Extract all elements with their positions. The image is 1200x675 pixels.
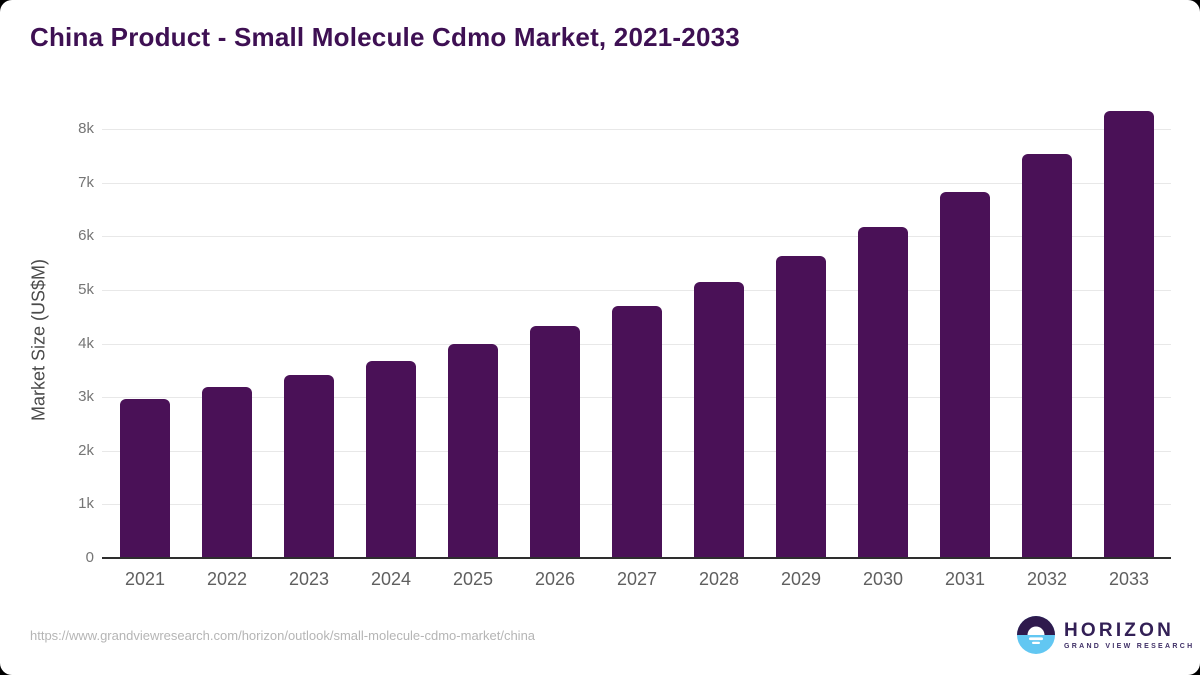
bar xyxy=(530,325,580,558)
x-tick-label: 2025 xyxy=(452,569,494,589)
x-tick-label: 2032 xyxy=(1026,569,1068,589)
y-tick-label: 1k xyxy=(78,495,94,513)
bar xyxy=(448,343,498,558)
bar xyxy=(366,360,416,558)
bar xyxy=(1104,110,1154,558)
x-tick-label: 2021 xyxy=(124,569,166,589)
y-tick-label: 7k xyxy=(78,173,94,191)
x-tick-label: 2023 xyxy=(288,569,330,589)
logo-text: HORIZON GRAND VIEW RESEARCH xyxy=(1064,619,1195,650)
bar xyxy=(694,281,744,558)
y-tick-label: 2k xyxy=(78,441,94,459)
bar xyxy=(120,399,170,558)
gridline xyxy=(102,236,1171,238)
x-tick-label: 2029 xyxy=(780,569,822,589)
x-tick-label: 2024 xyxy=(370,569,412,589)
horizon-logo: HORIZON GRAND VIEW RESEARCH xyxy=(1016,615,1194,655)
x-tick-label: 2031 xyxy=(944,569,986,589)
horizon-sun-icon xyxy=(1017,616,1055,654)
x-axis-line xyxy=(102,557,1171,559)
gridline xyxy=(102,129,1171,131)
y-tick-label: 5k xyxy=(78,281,94,298)
y-tick-label: 6k xyxy=(78,227,94,245)
bar xyxy=(858,227,908,558)
gridline xyxy=(102,290,1171,291)
x-tick-label: 2028 xyxy=(698,569,740,589)
x-tick-label: 2026 xyxy=(534,569,576,589)
y-tick-label: 0 xyxy=(85,549,94,566)
logo-wordmark: HORIZON xyxy=(1064,619,1175,641)
gridline xyxy=(102,182,1171,184)
bar xyxy=(940,192,990,558)
x-tick-label: 2033 xyxy=(1108,569,1150,589)
bar xyxy=(202,387,252,558)
y-tick-label: 3k xyxy=(78,388,94,406)
y-tick-label: 8k xyxy=(78,120,94,138)
bar xyxy=(776,256,826,558)
x-tick-label: 2030 xyxy=(862,569,904,589)
source-url: https://www.grandviewresearch.com/horizo… xyxy=(30,628,536,643)
logo-subtitle: GRAND VIEW RESEARCH xyxy=(1064,642,1195,650)
bar xyxy=(1022,154,1072,558)
bar xyxy=(612,306,662,558)
x-tick-label: 2022 xyxy=(206,569,248,589)
x-tick-label: 2027 xyxy=(616,569,658,589)
bar xyxy=(284,374,334,558)
chart-title: China Product - Small Molecule Cdmo Mark… xyxy=(30,22,740,52)
y-tick-label: 4k xyxy=(78,334,94,352)
